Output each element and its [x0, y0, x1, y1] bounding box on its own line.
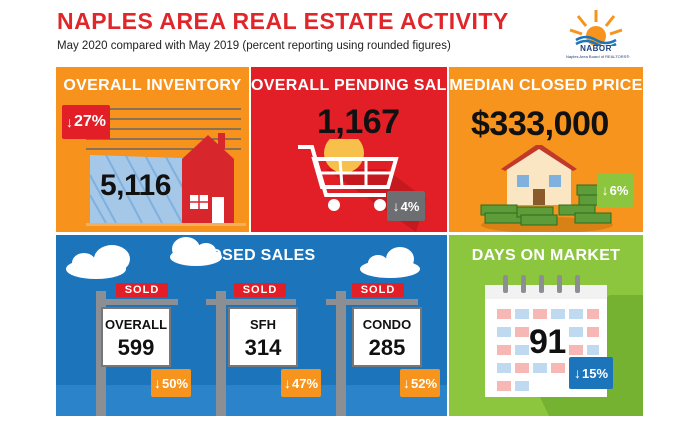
- median-change: 6%: [609, 182, 629, 198]
- down-arrow-icon: ↓: [402, 375, 410, 391]
- inventory-value: 5,116: [100, 169, 171, 202]
- page-subtitle: May 2020 compared with May 2019 (percent…: [57, 40, 451, 52]
- down-arrow-icon: ↓: [601, 182, 609, 198]
- closed-overall-label: OVERALL: [104, 317, 168, 332]
- clouds-background-icon: [56, 237, 447, 416]
- closed-sfh-label: SFH: [250, 317, 276, 332]
- pending-change-badge: ↓ 4%: [387, 191, 425, 221]
- days-title: DAYS ON MARKET: [471, 247, 621, 264]
- inventory-change-badge: ↓ 27%: [62, 105, 110, 139]
- inventory-title: OVERALL INVENTORY: [63, 77, 242, 94]
- house-money-icon: [480, 145, 613, 232]
- down-arrow-icon: ↓: [573, 365, 581, 381]
- closed-sign-overall: OVERALL 599: [101, 307, 171, 367]
- pending-panel: OVERALL PENDING SALES 1,167 ↓ 4%: [251, 67, 447, 232]
- house-illustration-icon: [86, 108, 246, 226]
- closed-sign-sfh: SFH 314: [228, 307, 298, 367]
- median-value: $333,000: [471, 105, 609, 143]
- sold-sign-condo: SOLD: [352, 283, 404, 297]
- closed-overall-value: 599: [117, 335, 155, 360]
- inventory-change: 27%: [73, 113, 107, 130]
- page-title: NAPLES AREA REAL ESTATE ACTIVITY: [57, 8, 509, 34]
- pending-title: OVERALL PENDING SALES: [251, 77, 447, 94]
- closed-condo-change: 52%: [410, 375, 438, 391]
- down-arrow-icon: ↓: [283, 375, 291, 391]
- down-arrow-icon: ↓: [392, 198, 400, 214]
- closed-sfh-value: 314: [244, 335, 282, 360]
- closed-overall-change-badge: ↓ 50%: [151, 369, 191, 397]
- inventory-panel: OVERALL INVENTORY ↓ 27% 5,116: [56, 67, 249, 232]
- closed-sfh-change: 47%: [291, 375, 319, 391]
- sold-sign-sfh: SOLD: [234, 283, 286, 297]
- closed-condo-label: CONDO: [362, 317, 412, 332]
- sign-post-icon: [206, 291, 296, 416]
- closed-overall-change: 50%: [161, 375, 189, 391]
- closed-condo-value: 285: [368, 335, 406, 360]
- nabor-logo: NABOR Naples Area Board of REALTORS®: [566, 6, 646, 62]
- pending-change: 4%: [400, 198, 420, 214]
- days-change-badge: ↓ 15%: [569, 357, 613, 389]
- logo-name: NABOR: [580, 44, 612, 53]
- pending-value: 1,167: [317, 103, 400, 141]
- sign-post-icon: [326, 291, 418, 416]
- sold-sign-overall: SOLD: [116, 283, 168, 297]
- median-title: MEDIAN CLOSED PRICE: [449, 77, 643, 94]
- median-change-badge: ↓ 6%: [597, 173, 633, 207]
- closed-sign-condo: CONDO 285: [352, 307, 422, 367]
- days-change: 15%: [581, 365, 609, 381]
- days-panel: DAYS ON MARKET 91 ↓ 15%: [449, 235, 643, 416]
- logo-tagline: Naples Area Board of REALTORS®: [566, 54, 630, 59]
- sunburst-logo-icon: [569, 10, 623, 49]
- days-value: 91: [529, 323, 566, 361]
- closed-sfh-change-badge: ↓ 47%: [281, 369, 321, 397]
- down-arrow-icon: ↓: [153, 375, 161, 391]
- closed-condo-change-badge: ↓ 52%: [400, 369, 440, 397]
- median-panel: MEDIAN CLOSED PRICE $333,000 ↓ 6%: [449, 67, 643, 232]
- closed-sales-title: CLOSED SALES: [187, 247, 316, 264]
- down-arrow-icon: ↓: [65, 114, 73, 130]
- closed-sales-panel: CLOSED SALES SOLD OVERALL 599 ↓ 50% SOLD…: [56, 235, 447, 416]
